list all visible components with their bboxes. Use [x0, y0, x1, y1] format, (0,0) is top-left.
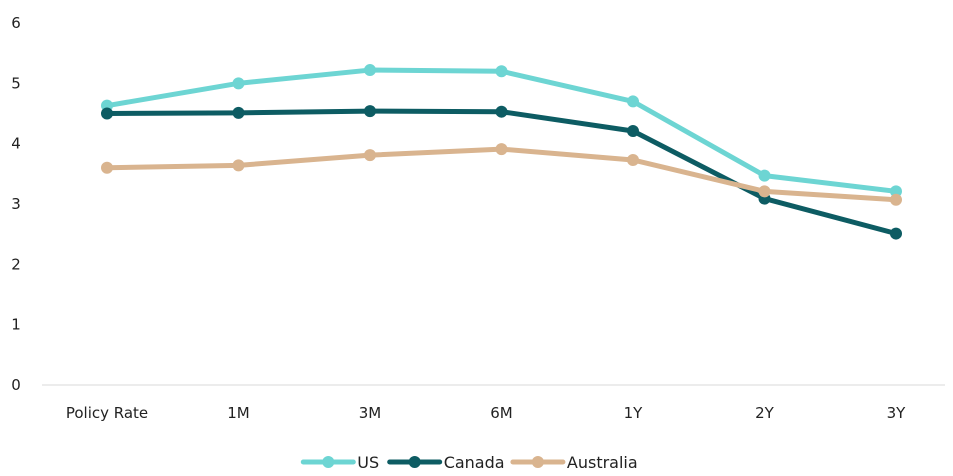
data-point-canada: [890, 227, 902, 240]
legend-swatch-marker: [531, 456, 544, 468]
x-tick-label: 3M: [359, 404, 382, 422]
y-tick-label: 2: [11, 255, 21, 273]
y-tick-label: 4: [11, 135, 21, 153]
data-point-us: [890, 185, 902, 198]
legend-item-australia: Australia: [510, 453, 638, 472]
series-line-canada: [104, 108, 899, 237]
data-point-canada: [232, 106, 245, 119]
data-point-australia: [627, 153, 639, 166]
y-tick-label: 6: [11, 14, 21, 32]
data-point-australia: [101, 161, 113, 174]
data-point-us: [627, 95, 639, 108]
data-point-australia: [758, 185, 771, 198]
data-point-australia: [232, 159, 245, 172]
series-line-australia: [104, 146, 899, 203]
y-tick-label: 3: [11, 195, 21, 213]
x-tick-label: 1Y: [624, 404, 644, 422]
data-point-canada: [101, 107, 113, 120]
legend-item-canada: Canada: [387, 453, 505, 472]
legend-swatch-marker: [408, 456, 421, 468]
y-tick-label: 5: [11, 74, 21, 92]
legend-item-us: US: [300, 453, 379, 472]
legend-label: Australia: [567, 453, 638, 472]
data-point-us: [232, 77, 245, 90]
x-tick-label: 1M: [227, 404, 250, 422]
data-point-australia: [495, 143, 508, 156]
y-axis-tick-labels: 0 1 2 3 4 5 6: [11, 14, 21, 394]
y-tick-label: 1: [11, 316, 21, 334]
data-point-us: [495, 65, 508, 78]
legend: US Canada Australia: [300, 453, 638, 472]
legend-label: US: [357, 453, 379, 472]
legend-label: Canada: [444, 453, 505, 472]
series-line-us: [104, 67, 899, 194]
data-point-us: [758, 169, 771, 182]
x-tick-label: Policy Rate: [66, 404, 148, 422]
legend-swatch-marker: [322, 456, 335, 468]
data-point-canada: [627, 124, 639, 137]
x-tick-label: 2Y: [755, 404, 775, 422]
y-tick-label: 0: [11, 376, 21, 394]
x-tick-label: 6M: [490, 404, 513, 422]
data-point-canada: [364, 105, 376, 118]
x-axis-tick-labels: Policy Rate 1M 3M 6M 1Y 2Y 3Y: [66, 404, 906, 422]
series-points: [101, 64, 902, 240]
x-tick-label: 3Y: [887, 404, 907, 422]
data-point-australia: [890, 193, 902, 206]
data-point-australia: [364, 149, 376, 162]
data-point-us: [364, 64, 376, 77]
data-point-canada: [495, 105, 508, 118]
